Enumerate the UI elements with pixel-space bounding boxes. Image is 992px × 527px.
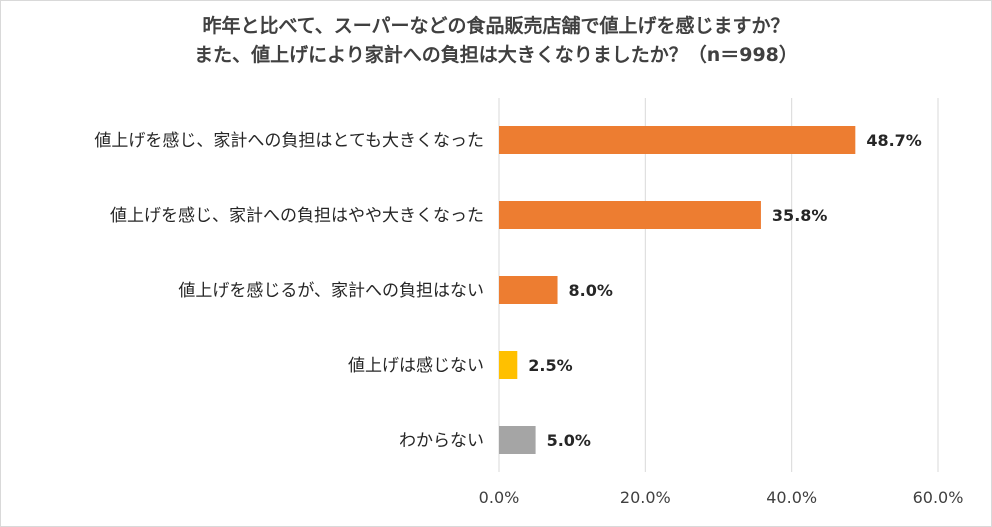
category-labels: 値上げを感じ、家計への負担はとても大きくなった値上げを感じ、家計への負担はやや大… — [94, 131, 484, 451]
category-label-0: 値上げを感じ、家計への負担はとても大きくなった — [94, 131, 484, 151]
value-label-0: 48.7% — [866, 131, 922, 150]
bar-2 — [499, 276, 558, 304]
x-tick-label-3: 60.0% — [913, 488, 964, 507]
category-label-3: 値上げは感じない — [348, 356, 484, 376]
value-labels: 48.7% 35.8% 8.0% 2.5% 5.0% — [528, 131, 922, 450]
category-label-2: 値上げを感じるが、家計への負担はない — [178, 281, 484, 301]
bar-0 — [499, 126, 856, 154]
value-label-1: 35.8% — [772, 206, 828, 225]
chart-title-line-1: 昨年と比べて、スーパーなどの食品販売店舗で値上げを感じますか？ — [202, 15, 790, 37]
value-label-3: 2.5% — [528, 356, 572, 375]
chart-title: 昨年と比べて、スーパーなどの食品販売店舗で値上げを感じますか？ また、値上げによ… — [0, 12, 992, 70]
value-label-4: 5.0% — [547, 431, 591, 450]
x-tick-label-0: 0.0% — [479, 488, 520, 507]
x-tick-label-1: 20.0% — [620, 488, 671, 507]
bars — [499, 126, 856, 454]
category-label-4: わからない — [399, 431, 484, 451]
bar-1 — [499, 201, 761, 229]
x-tick-label-2: 40.0% — [766, 488, 817, 507]
value-label-2: 8.0% — [569, 281, 613, 300]
x-axis-tick-labels: 0.0% 20.0% 40.0% 60.0% — [479, 488, 964, 507]
gridlines — [498, 98, 939, 472]
bar-4 — [499, 426, 536, 454]
chart-title-line-2: また、値上げにより家計への負担は大きくなりましたか？（n＝998） — [194, 44, 798, 66]
bar-3 — [499, 351, 518, 379]
category-label-1: 値上げを感じ、家計への負担はやや大きくなった — [110, 206, 484, 226]
